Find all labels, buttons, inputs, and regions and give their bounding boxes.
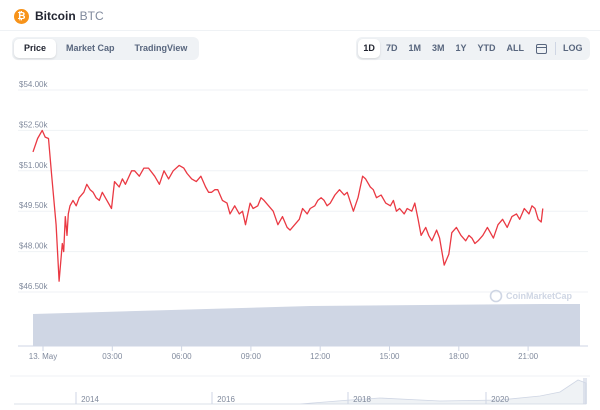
volume-series [33,304,580,346]
range-7d-button[interactable]: 7D [385,43,398,53]
volume-area [33,304,580,346]
bitcoin-logo-icon: ₿ [14,8,29,24]
y-tick-label: $51.00k [19,161,48,170]
range-all-button[interactable]: ALL [506,43,525,53]
navigator-year-label: 2014 [81,395,99,404]
chart-type-tabs: Price Market Cap TradingView [12,37,200,60]
coinmarketcap-logo-icon [489,289,503,303]
y-tick-label: $46.50k [19,282,48,291]
x-tick-label: 18:00 [449,352,470,361]
x-axis: 13. May 03:00 06:00 09:00 12:00 15:00 18:00 21:… [18,345,588,361]
y-tick-label: $48.00k [19,242,48,251]
tab-price[interactable]: Price [14,39,57,58]
navigator-year-label: 2018 [353,395,371,404]
range-ytd-button[interactable]: YTD [477,43,496,53]
range-1m-button[interactable]: 1M [408,43,421,53]
x-tick-label: 12:00 [310,352,331,361]
log-scale-button[interactable]: LOG [563,43,583,53]
navigator-year-label: 2016 [217,395,235,404]
coinmarketcap-watermark: CoinMarketCap [489,289,573,303]
range-1d-button[interactable]: 1D [357,39,381,58]
tab-tradingview[interactable]: TradingView [134,43,188,53]
x-tick-label: 13. May [29,352,57,361]
coin-header: ₿ Bitcoin BTC [14,7,104,25]
x-tick-label: 09:00 [241,352,262,361]
y-tick-label: $54.00k [19,80,48,89]
price-series [32,129,544,282]
chart-gridlines [18,89,588,293]
x-tick-label: 15:00 [379,352,400,361]
calendar-icon[interactable] [535,43,547,54]
navigator-selection-handle[interactable] [583,378,587,404]
range-1y-button[interactable]: 1Y [455,43,467,53]
coin-symbol: BTC [79,9,104,23]
x-tick-label: 21:00 [518,352,539,361]
y-tick-label: $52.50k [19,120,48,129]
header-divider [0,30,600,31]
navigator: 2014 2016 2018 2020 [10,375,590,405]
coin-name: Bitcoin [35,9,76,23]
time-range-selector: 1D 7D 1M 3M 1Y YTD ALL LOG [355,37,590,60]
tab-market-cap[interactable]: Market Cap [66,43,115,53]
x-tick-label: 06:00 [172,352,193,361]
x-tick-label: 03:00 [102,352,123,361]
y-tick-label: $49.50k [19,201,48,210]
navigator-year-label: 2020 [491,395,509,404]
watermark-text: CoinMarketCap [506,291,573,301]
price-line[interactable] [32,129,544,282]
range-3m-button[interactable]: 3M [431,43,445,53]
y-axis-labels: $54.00k $52.50k $51.00k $49.50k $48.00k $46.5… [19,80,48,291]
toolbar-separator [554,42,556,55]
